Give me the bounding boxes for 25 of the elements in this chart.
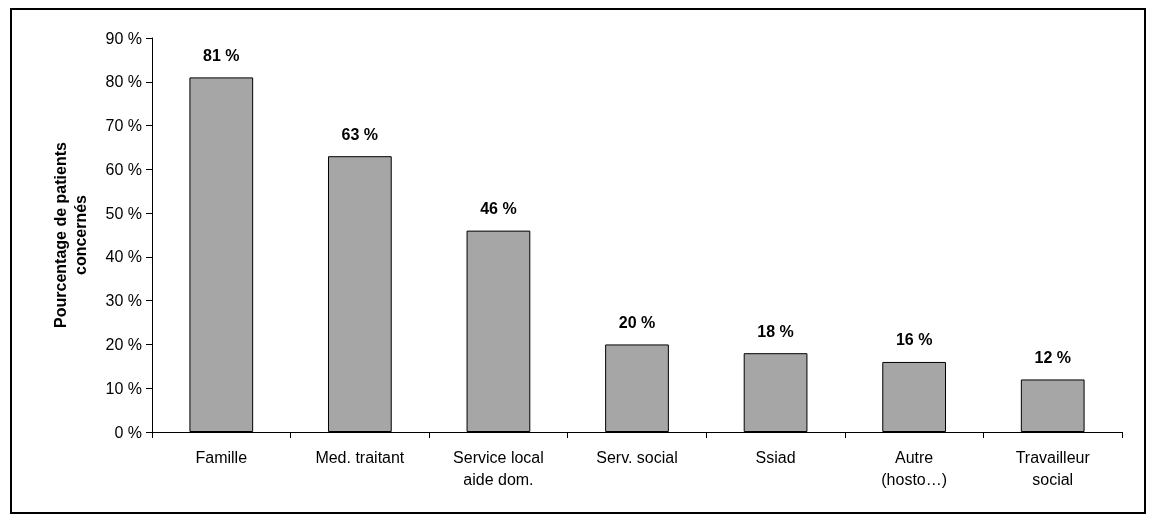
x-tick-label: Famille	[195, 448, 248, 466]
y-tick-label: 90 %	[105, 29, 142, 47]
y-tick-label: 0 %	[114, 423, 142, 441]
data-label: 46 %	[480, 200, 517, 218]
x-tick-label: Ssiad	[755, 448, 796, 466]
y-tick-label: 20 %	[105, 335, 142, 353]
y-tick-label: 10 %	[105, 379, 142, 397]
data-label: 20 %	[618, 313, 656, 331]
x-tick-label: Med. traitant	[315, 448, 405, 466]
data-label: 63 %	[341, 125, 379, 143]
y-tick-label: 70 %	[105, 117, 142, 135]
y-tick-label: 80 %	[105, 73, 142, 91]
data-label: 16 %	[895, 331, 933, 349]
x-tick-label: Serv. social	[596, 448, 678, 466]
data-label: 12 %	[1034, 348, 1071, 366]
y-tick-label: 30 %	[105, 292, 142, 310]
y-axis-title: Pourcentage de patients concernés	[51, 141, 89, 328]
y-tick-label: 60 %	[105, 160, 142, 178]
data-label: 81 %	[203, 46, 240, 64]
y-tick-label: 40 %	[105, 248, 142, 266]
y-tick-label: 50 %	[105, 204, 142, 222]
x-tick-label: Service local aide dom.	[453, 448, 544, 488]
x-tick-label: Autre (hosto…)	[881, 448, 948, 488]
data-label: 18 %	[757, 322, 794, 340]
x-tick-label: Travailleur social	[1015, 448, 1091, 488]
